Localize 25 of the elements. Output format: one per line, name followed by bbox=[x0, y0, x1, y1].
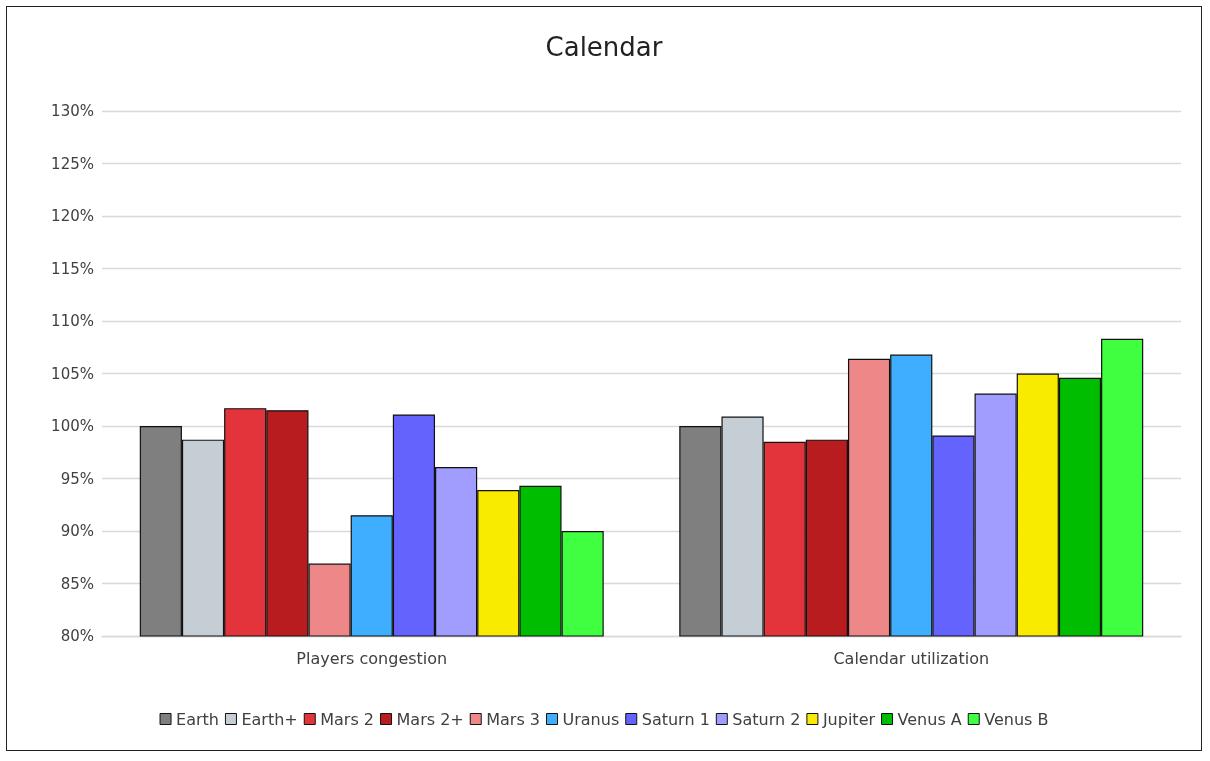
legend-label: Jupiter bbox=[821, 709, 876, 729]
y-tick-label: 110% bbox=[51, 312, 94, 330]
legend-label: Venus B bbox=[984, 709, 1049, 729]
legend-label: Earth bbox=[176, 709, 219, 729]
y-tick-label: 85% bbox=[60, 574, 94, 593]
x-tick-label: Players congestion bbox=[296, 648, 448, 668]
x-tick-label: Calendar utilization bbox=[833, 648, 990, 668]
y-tick-label: 130% bbox=[51, 102, 94, 120]
legend-label: Mars 3 bbox=[486, 709, 541, 729]
y-tick-label: 125% bbox=[51, 154, 94, 173]
legend-label: Venus A bbox=[897, 709, 962, 729]
legend-label: Mars 2 bbox=[320, 709, 375, 729]
legend-label: Earth+ bbox=[241, 709, 298, 729]
y-tick-label: 120% bbox=[51, 207, 94, 225]
y-tick-label: 105% bbox=[51, 364, 94, 383]
y-tick-label: 95% bbox=[60, 469, 94, 488]
legend-label: Saturn 2 bbox=[732, 709, 801, 729]
y-tick-label: 115% bbox=[51, 259, 94, 278]
legend-label: Mars 2+ bbox=[396, 709, 464, 729]
legend-label: Saturn 1 bbox=[641, 709, 710, 729]
y-tick-label: 100% bbox=[51, 417, 94, 435]
y-tick-label: 80% bbox=[60, 627, 94, 645]
legend-label: Uranus bbox=[562, 709, 620, 729]
chart-title: Calendar bbox=[545, 32, 663, 62]
y-tick-label: 90% bbox=[60, 522, 94, 540]
